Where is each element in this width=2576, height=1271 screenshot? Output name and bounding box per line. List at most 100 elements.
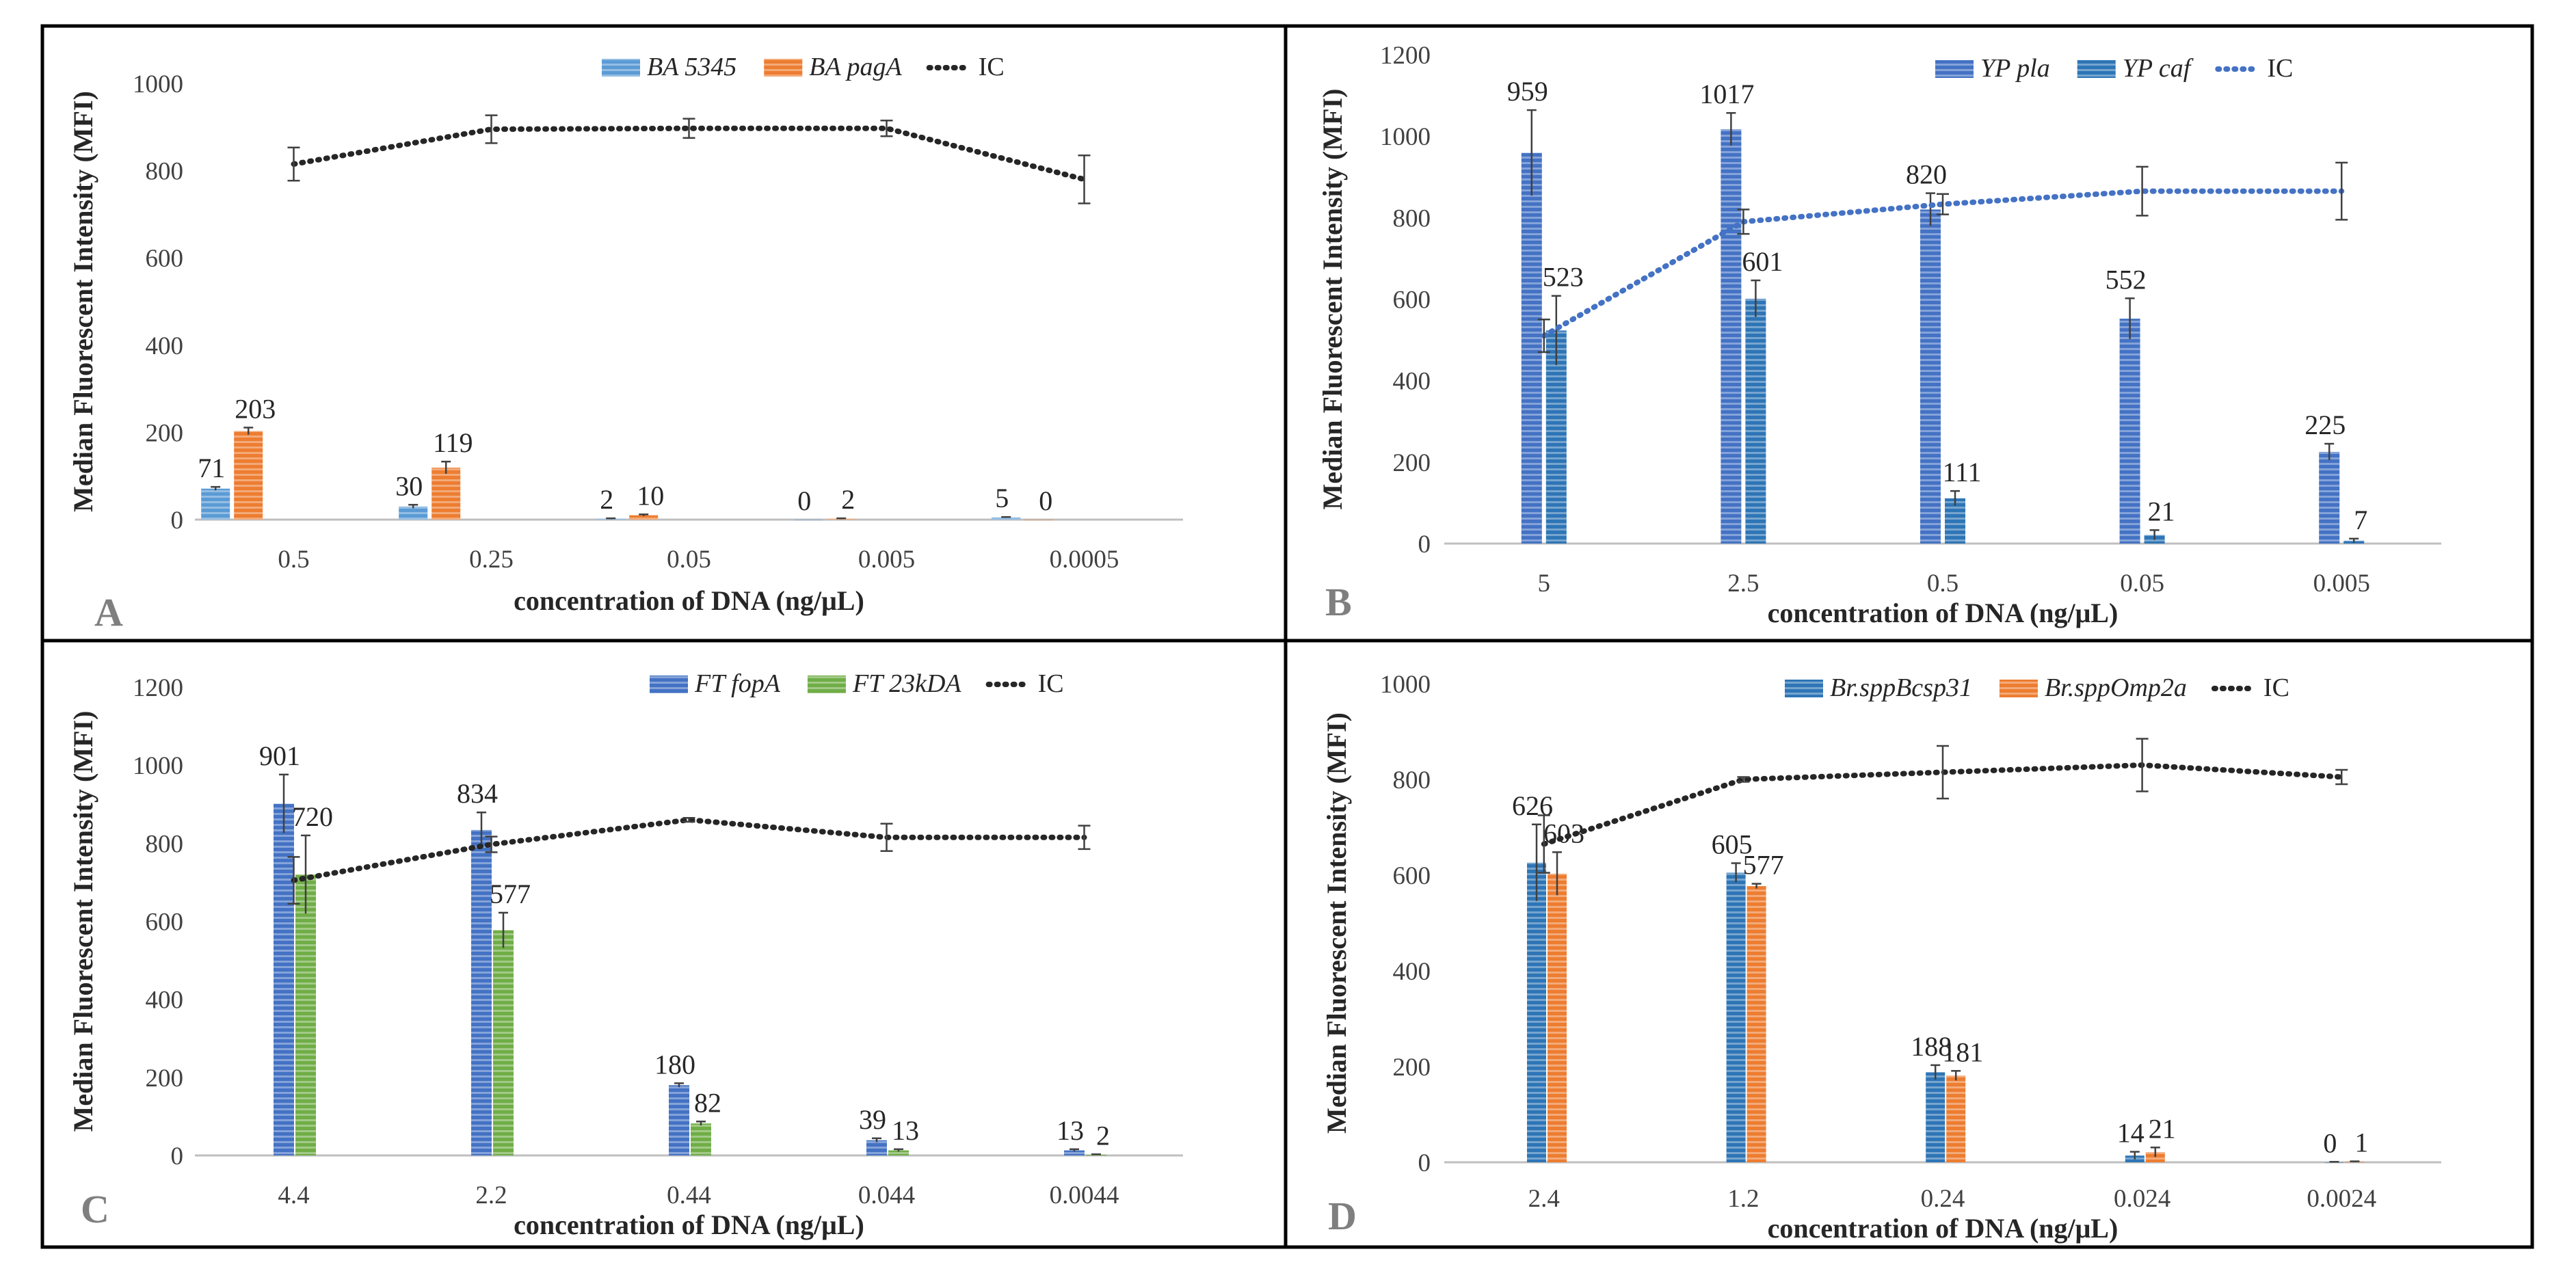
y-tick-label: 0 bbox=[1418, 1149, 1431, 1177]
y-tick-label: 400 bbox=[1393, 368, 1431, 396]
data-label: 601 bbox=[1742, 246, 1783, 277]
x-tick-label: 2.2 bbox=[475, 1181, 507, 1209]
bar-texture bbox=[201, 488, 230, 520]
bar-texture bbox=[866, 1140, 887, 1155]
y-tick-label: 1000 bbox=[1380, 671, 1431, 699]
legend-label: IC bbox=[1038, 669, 1064, 698]
bar-texture bbox=[1946, 1075, 1966, 1162]
legend-label: BA pagA bbox=[809, 53, 902, 81]
data-label: 82 bbox=[694, 1087, 721, 1118]
y-axis-label: Median Fluorescent Intensity (MFI) bbox=[1317, 89, 1348, 510]
y-tick-label: 1000 bbox=[1380, 123, 1431, 151]
legend-label: IC bbox=[2267, 54, 2293, 83]
chart-panel-d: 0 200 400 600 800 1000 Median Fluorescent Inte… bbox=[1321, 671, 2441, 1244]
x-tick-label: 5 bbox=[1538, 570, 1551, 598]
data-label: 577 bbox=[490, 879, 531, 909]
x-tick-label: 0.5 bbox=[1927, 570, 1958, 598]
bar-texture bbox=[1726, 872, 1746, 1162]
data-label: 111 bbox=[1942, 457, 1981, 487]
data-label: 180 bbox=[654, 1049, 695, 1080]
x-tick-label: 0.005 bbox=[2313, 570, 2370, 598]
bar-texture bbox=[1527, 862, 1546, 1162]
bar-texture bbox=[888, 1150, 909, 1155]
legend-label: IC bbox=[2263, 673, 2289, 702]
bar-texture bbox=[399, 506, 428, 520]
data-label: 21 bbox=[2148, 496, 2175, 526]
data-label: 2 bbox=[841, 484, 855, 515]
data-label: 181 bbox=[1942, 1036, 1983, 1067]
x-tick-label: 2.4 bbox=[1528, 1185, 1560, 1213]
legend-swatch-texture bbox=[1999, 680, 2038, 697]
legend-label: BA 5345 bbox=[647, 53, 736, 81]
y-tick-label: 0 bbox=[1418, 531, 1431, 559]
y-tick-label: 1200 bbox=[133, 674, 183, 702]
x-axis-label: concentration of DNA (ng/μL) bbox=[514, 1209, 864, 1240]
data-label: 14 bbox=[2117, 1118, 2145, 1149]
data-label: 39 bbox=[859, 1104, 886, 1135]
x-tick-label: 0.25 bbox=[469, 546, 514, 574]
y-tick-label: 600 bbox=[1393, 862, 1431, 890]
data-label: 2 bbox=[600, 484, 613, 515]
data-label: 21 bbox=[2149, 1113, 2176, 1144]
legend-label: YP caf bbox=[2123, 54, 2194, 83]
y-axis-label: Median Fluorescent Intensity (MFI) bbox=[68, 711, 98, 1132]
panel-letter: B bbox=[1325, 580, 1352, 624]
data-label: 820 bbox=[1906, 159, 1947, 190]
bar-texture bbox=[295, 874, 316, 1155]
x-tick-label: 0.024 bbox=[2114, 1185, 2170, 1213]
bar-texture bbox=[992, 517, 1021, 520]
bar-texture bbox=[1521, 152, 1542, 544]
x-tick-label: 0.044 bbox=[858, 1181, 915, 1209]
y-tick-label: 600 bbox=[146, 245, 184, 273]
y-tick-label: 600 bbox=[146, 909, 184, 937]
y-tick-label: 1000 bbox=[133, 70, 183, 98]
ic-series-line bbox=[291, 125, 1087, 183]
legend-label: Br.sppOmp2a bbox=[2045, 673, 2187, 702]
bar-texture bbox=[669, 1085, 689, 1155]
bar-texture bbox=[1926, 1072, 1946, 1162]
x-tick-label: 0.24 bbox=[1921, 1185, 1965, 1213]
legend-label: FT fopA bbox=[694, 669, 781, 698]
y-tick-label: 800 bbox=[146, 830, 184, 858]
x-tick-label: 0.0005 bbox=[1050, 546, 1119, 574]
data-label: 30 bbox=[395, 470, 423, 501]
bar-texture bbox=[1548, 873, 1567, 1162]
legend-swatch-texture bbox=[1935, 60, 1974, 78]
data-label: 959 bbox=[1507, 76, 1548, 107]
x-tick-label: 0.05 bbox=[667, 546, 711, 574]
y-axis-label: Median Fluorescent Intensity (MFI) bbox=[1321, 712, 1352, 1134]
legend-label: IC bbox=[979, 53, 1005, 81]
data-label: 188 bbox=[1911, 1031, 1952, 1062]
y-tick-label: 200 bbox=[1393, 449, 1431, 477]
data-label: 720 bbox=[292, 801, 333, 832]
bar-texture bbox=[1920, 209, 1941, 544]
legend-swatch-texture bbox=[1785, 680, 1823, 697]
y-tick-label: 200 bbox=[146, 419, 184, 447]
data-label: 523 bbox=[1543, 262, 1584, 293]
data-label: 834 bbox=[457, 778, 498, 809]
data-label: 0 bbox=[797, 485, 811, 516]
legend-swatch-texture bbox=[650, 675, 688, 693]
bar-texture bbox=[431, 468, 461, 520]
y-tick-label: 800 bbox=[146, 158, 184, 186]
panel-letter: C bbox=[81, 1187, 109, 1231]
y-tick-label: 200 bbox=[146, 1065, 184, 1093]
legend-swatch-texture bbox=[764, 59, 803, 77]
legend-label: YP pla bbox=[1980, 54, 2050, 83]
x-tick-label: 0.5 bbox=[278, 546, 309, 574]
chart-panel-b: 0 200 400 600 800 1000 1200 Median Fluorescent … bbox=[1317, 42, 2441, 628]
bar-texture bbox=[2145, 1152, 2165, 1162]
data-label: 552 bbox=[2106, 264, 2147, 295]
x-axis-label: concentration of DNA (ng/μL) bbox=[514, 585, 864, 616]
data-label: 119 bbox=[433, 427, 473, 458]
panel-letter: A bbox=[94, 590, 123, 634]
data-label: 0 bbox=[2323, 1127, 2337, 1158]
data-label: 13 bbox=[1057, 1115, 1084, 1146]
x-axis-label: concentration of DNA (ng/μL) bbox=[1768, 598, 2119, 628]
legend-label: Br.sppBcsp31 bbox=[1830, 673, 1972, 702]
data-label: 71 bbox=[198, 453, 225, 483]
